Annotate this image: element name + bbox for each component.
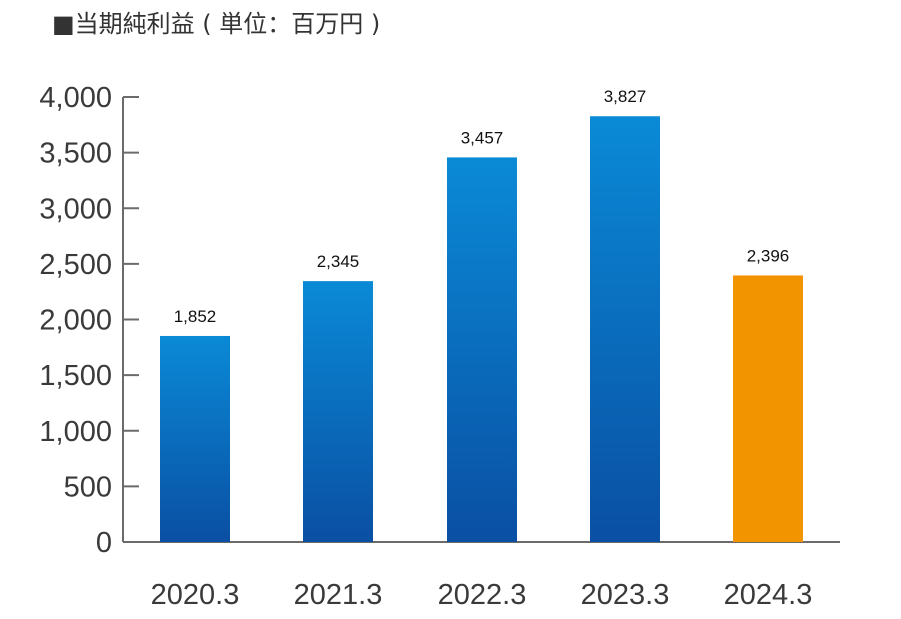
bar-2023.3 <box>590 116 660 542</box>
bars-layer <box>160 116 803 542</box>
y-tick-label: 2,000 <box>39 305 112 337</box>
y-tick-label: 3,500 <box>39 138 112 170</box>
y-tick-label: 0 <box>96 527 112 559</box>
x-category-label: 2024.3 <box>724 579 813 611</box>
bar-2021.3 <box>303 281 373 542</box>
y-tick-label: 1,000 <box>39 416 112 448</box>
chart-title: ■当期純利益 ( 単位：百万円 ) <box>52 10 381 38</box>
data-label: 2,345 <box>317 252 360 271</box>
data-label: 3,827 <box>604 87 647 106</box>
y-tick-label: 2,500 <box>39 249 112 281</box>
bar-2020.3 <box>160 335 230 542</box>
axis-layer: 0 500 1,000 1,500 2,000 2,500 3,000 3,500 4,000 <box>39 82 840 559</box>
labels-layer: 1,852 2020.3 2,345 2021.3 3,457 2022.3 3,827 20… <box>151 87 813 611</box>
y-tick-label: 1,500 <box>39 360 112 392</box>
y-tick-label: 500 <box>64 471 112 503</box>
y-tick-label: 4,000 <box>39 82 112 114</box>
data-label: 1,852 <box>174 307 217 326</box>
bar-2022.3 <box>447 157 517 542</box>
x-category-label: 2022.3 <box>438 579 527 611</box>
data-label: 2,396 <box>747 246 790 265</box>
y-tick-label: 3,000 <box>39 193 112 225</box>
bar-2024.3 <box>733 275 803 542</box>
data-label: 3,457 <box>461 128 504 147</box>
x-category-label: 2023.3 <box>581 579 670 611</box>
x-category-label: 2021.3 <box>294 579 383 611</box>
x-category-label: 2020.3 <box>151 579 240 611</box>
